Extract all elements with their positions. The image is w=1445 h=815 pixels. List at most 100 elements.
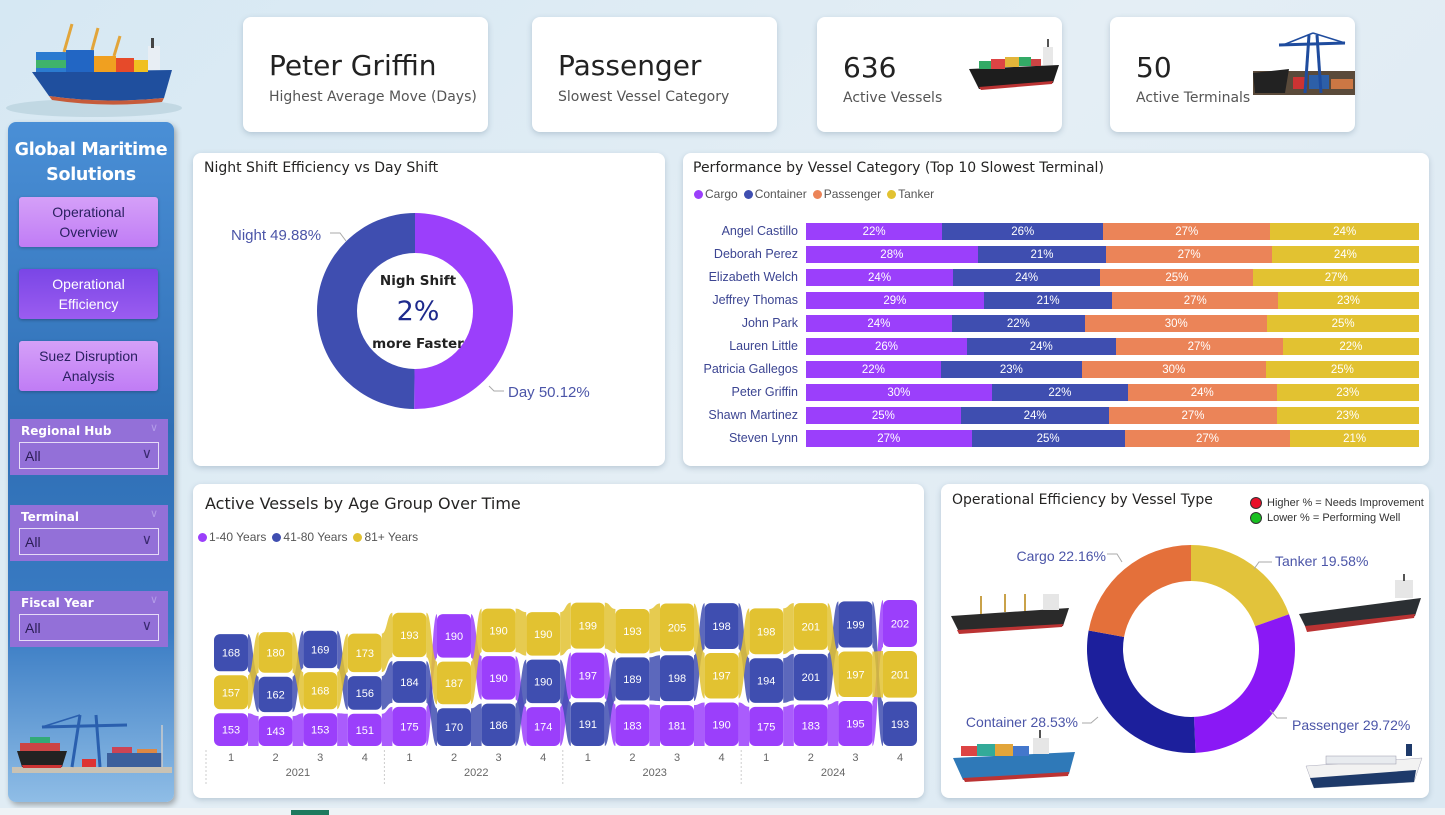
donut-slice-cargo[interactable] [1088,545,1191,637]
ribbon-segment[interactable] [838,601,873,648]
bar-segment-passenger[interactable]: 30% [1081,361,1266,378]
legend-item-passenger[interactable]: Passenger [812,187,881,201]
ribbon-segment[interactable] [214,675,248,710]
ribbon-segment[interactable] [437,661,471,705]
bar-segment-cargo[interactable]: 30% [806,384,992,401]
bar-segment-passenger[interactable]: 27% [1124,430,1291,447]
bar-segment-passenger[interactable]: 25% [1100,269,1254,286]
bar-segment-cargo[interactable]: 24% [806,315,952,332]
ribbon-segment[interactable] [303,713,338,746]
bar-segment-container[interactable]: 21% [977,246,1107,263]
terminal-dropdown[interactable]: All ∨ [19,528,159,555]
bar-segment-cargo[interactable]: 28% [806,246,978,263]
legend-item-container[interactable]: Container [743,187,807,201]
legend-item-cargo[interactable]: Cargo [694,187,738,201]
bar-segment-cargo[interactable]: 29% [806,292,984,309]
ribbon-segment[interactable] [704,652,739,699]
bar-segment-container[interactable]: 24% [953,269,1101,286]
bar-segment-passenger[interactable]: 30% [1085,315,1268,332]
ribbon-segment[interactable] [570,602,605,649]
bar-segment-passenger[interactable]: 24% [1127,384,1277,401]
ribbon-segment[interactable] [749,658,784,703]
ribbon-segment[interactable] [392,661,427,703]
ribbon-segment[interactable] [615,608,650,654]
regional-hub-dropdown[interactable]: All ∨ [19,442,159,469]
active-page-tab[interactable] [291,810,329,815]
ribbon-segment[interactable] [526,612,561,656]
ribbon-segment[interactable] [437,614,471,658]
ribbon-segment[interactable] [481,608,516,653]
bar-segment-tanker[interactable]: 25% [1267,315,1419,332]
ribbon-segment[interactable] [526,707,561,746]
ribbon-segment[interactable] [526,659,561,704]
ribbon-segment[interactable] [793,653,828,701]
ribbon-segment[interactable] [838,651,873,698]
bar-segment-container[interactable]: 24% [960,407,1110,424]
ribbon-segment[interactable] [258,716,293,746]
fiscal-year-dropdown[interactable]: All ∨ [19,614,159,641]
donut-slice-passenger[interactable] [1193,614,1295,753]
ribbon-segment[interactable] [749,706,784,746]
ribbon-segment[interactable] [392,706,427,746]
donut-slice-night[interactable] [317,213,415,409]
bar-segment-container[interactable]: 22% [951,315,1086,332]
ribbon-segment[interactable] [660,603,694,652]
bar-segment-cargo[interactable]: 22% [806,361,941,378]
nav-operational-overview-button[interactable]: Operational Overview [19,197,158,247]
chevron-down-icon[interactable]: ∨ [149,421,158,434]
legend-item-tanker[interactable]: Tanker [887,187,934,201]
ribbon-segment[interactable] [258,632,293,673]
bar-segment-container[interactable]: 23% [940,361,1082,378]
ribbon-segment[interactable] [749,608,784,655]
bar-segment-tanker[interactable]: 23% [1276,407,1419,424]
ribbon-segment[interactable] [704,702,739,747]
donut-slice-container[interactable] [1087,630,1196,753]
ribbon-segment[interactable] [883,701,917,746]
bar-segment-tanker[interactable]: 24% [1270,223,1419,240]
bar-segment-passenger[interactable]: 27% [1112,292,1278,309]
ribbon-segment[interactable] [793,704,828,746]
bar-segment-passenger[interactable]: 27% [1103,223,1271,240]
ribbon-segment[interactable] [481,703,516,746]
ribbon-segment[interactable] [214,634,248,672]
ribbon-segment[interactable] [570,702,605,746]
bar-segment-container[interactable]: 25% [971,430,1125,447]
bar-segment-passenger[interactable]: 27% [1115,338,1283,355]
bar-segment-tanker[interactable]: 23% [1277,292,1419,309]
ribbon-segment[interactable] [347,633,382,673]
ribbon-segment[interactable] [660,655,694,702]
bar-segment-container[interactable]: 22% [991,384,1128,401]
bar-segment-cargo[interactable]: 26% [806,338,967,355]
chevron-down-icon[interactable]: ∨ [149,507,158,520]
nav-operational-efficiency-button[interactable]: Operational Efficiency [19,269,158,319]
ribbon-segment[interactable] [437,708,471,746]
bar-segment-tanker[interactable]: 27% [1253,269,1419,286]
ribbon-segment[interactable] [660,705,694,746]
bar-segment-passenger[interactable]: 27% [1109,407,1277,424]
ribbon-segment[interactable] [615,704,650,746]
bar-segment-cargo[interactable]: 22% [806,223,943,240]
ribbon-segment[interactable] [838,701,873,746]
ribbon-segment[interactable] [347,676,382,710]
ribbon-segment[interactable] [793,603,828,650]
legend-item-81-plus-years[interactable]: 81+ Years [353,530,418,544]
ribbon-segment[interactable] [392,612,427,658]
bar-segment-tanker[interactable]: 24% [1271,246,1419,263]
ribbon-segment[interactable] [570,652,605,699]
chevron-down-icon[interactable]: ∨ [149,593,158,606]
ribbon-segment[interactable] [704,603,739,649]
ribbon-segment[interactable] [883,599,917,647]
ribbon-segment[interactable] [214,713,248,746]
nav-suez-disruption-analysis-button[interactable]: Suez Disruption Analysis [19,341,158,391]
donut-slice-tanker[interactable] [1191,545,1290,627]
donut-slice-day[interactable] [414,213,514,410]
bar-segment-cargo[interactable]: 27% [806,430,972,447]
bar-segment-cargo[interactable]: 24% [806,269,954,286]
ribbon-segment[interactable] [303,672,338,710]
bar-segment-container[interactable]: 24% [966,338,1116,355]
ribbon-segment[interactable] [258,676,293,713]
legend-item-41-80-years[interactable]: 41-80 Years [272,530,347,544]
bar-segment-tanker[interactable]: 21% [1290,430,1419,447]
ribbon-segment[interactable] [883,650,917,698]
ribbon-segment[interactable] [347,713,382,746]
